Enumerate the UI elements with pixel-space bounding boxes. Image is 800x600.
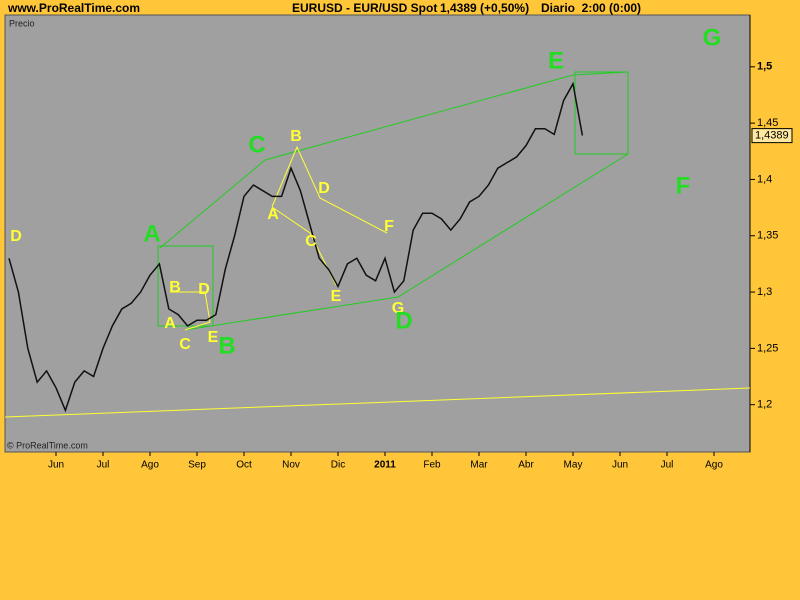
x-tick-label: Feb — [423, 460, 441, 471]
wave-line — [271, 145, 388, 234]
x-tick-label: Mar — [470, 460, 488, 471]
wave-label: A — [143, 220, 160, 247]
wave-label: A — [267, 206, 279, 223]
chart-title: EURUSD - EUR/USD Spot — [292, 1, 437, 15]
wave-label: E — [208, 329, 219, 346]
wave-label: C — [179, 336, 191, 353]
copyright: © ProRealTime.com — [7, 440, 88, 450]
y-tick-label: 1,45 — [757, 117, 778, 129]
x-tick-label: May — [564, 460, 583, 471]
x-tick-label: Nov — [282, 460, 300, 471]
wave-label: C — [305, 233, 317, 250]
x-tick-label: Jun — [48, 460, 64, 471]
x-tick-label: 2011 — [374, 460, 396, 471]
wave-label: B — [290, 128, 302, 145]
wave-label: F — [676, 172, 691, 199]
wave-label: F — [384, 218, 394, 235]
y-tick-label: 1,2 — [757, 399, 772, 411]
box — [157, 245, 214, 327]
x-tick-label: Jul — [661, 460, 674, 471]
x-tick-label: Sep — [188, 460, 206, 471]
last-price-box — [751, 128, 793, 144]
wave-label: E — [331, 288, 342, 305]
wave-line — [170, 291, 211, 331]
y-tick-label: 1,25 — [757, 342, 778, 354]
y-tick-label: 1,35 — [757, 230, 778, 242]
wave-label: D — [10, 228, 22, 245]
wave-label: G — [703, 24, 722, 51]
x-tick-label: Jun — [612, 460, 628, 471]
wave-label: B — [218, 332, 235, 359]
wave-label: A — [164, 315, 176, 332]
site: www.ProRealTime.com — [7, 1, 140, 15]
price-line — [8, 81, 584, 413]
x-tick-label: Abr — [518, 460, 534, 471]
y-tick-label: 1,3 — [757, 286, 772, 298]
wave-label: D — [318, 180, 330, 197]
wave-label: B — [169, 279, 181, 296]
trend-line — [4, 387, 751, 418]
wave-label: G — [392, 300, 404, 317]
last-price-label: 1,4389 — [755, 130, 789, 142]
wave-label: D — [395, 307, 412, 334]
x-tick-label: Oct — [236, 460, 252, 471]
drawings — [4, 71, 751, 418]
channel-line — [159, 71, 629, 249]
box — [574, 71, 629, 155]
y-tick-label: 1,5 — [757, 61, 772, 73]
panel-label: Precio — [9, 18, 35, 28]
channel-line — [184, 153, 629, 331]
wave-label: C — [248, 131, 265, 158]
y-tick-label: 1,4 — [757, 173, 772, 185]
x-tick-label: Jul — [97, 460, 110, 471]
wave-label: D — [198, 281, 210, 298]
period: Diario 2:00 (0:00) — [541, 1, 641, 15]
x-tick-label: Ago — [705, 460, 723, 471]
quote: 1,4389 (+0,50%) — [440, 1, 529, 15]
wave-label: E — [548, 47, 564, 74]
plot-area — [4, 14, 751, 453]
x-tick-label: Dic — [331, 460, 345, 471]
x-tick-label: Ago — [141, 460, 159, 471]
